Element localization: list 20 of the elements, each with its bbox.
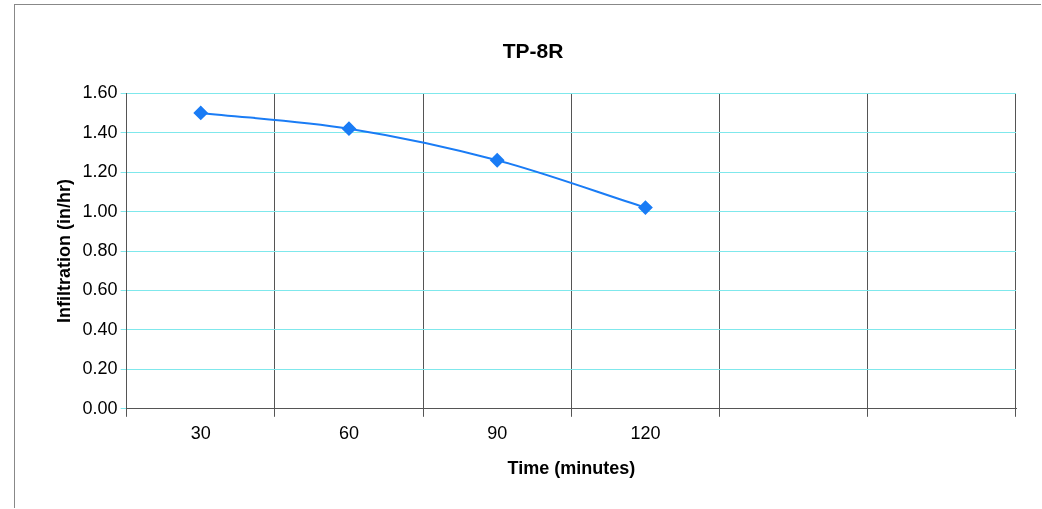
x-tick-label: 60	[338, 422, 359, 443]
point	[193, 105, 208, 120]
y-tick-label: 0.20	[82, 358, 118, 379]
point	[341, 121, 356, 136]
point	[638, 200, 653, 215]
x-tick-label: 90	[487, 422, 508, 443]
x-axis-title: Time (minutes)	[507, 458, 636, 479]
chart-title: TP-8R	[502, 39, 564, 63]
y-tick-label: 1.60	[82, 82, 118, 103]
y-axis-title: Infiltration (in/hr)	[53, 179, 74, 323]
y-tick-label: 0.60	[82, 279, 118, 300]
y-tick-label: 0.40	[82, 318, 118, 339]
y-tick-label: 1.40	[82, 121, 118, 142]
y-tick-label: 0.00	[82, 397, 118, 418]
y-tick-label: 0.80	[82, 239, 118, 260]
x-tick-label: 120	[630, 422, 661, 443]
y-tick-label: 1.20	[82, 161, 118, 182]
x-tick-label: 30	[190, 422, 211, 443]
point	[490, 153, 505, 168]
y-tick-label: 1.00	[82, 200, 118, 221]
